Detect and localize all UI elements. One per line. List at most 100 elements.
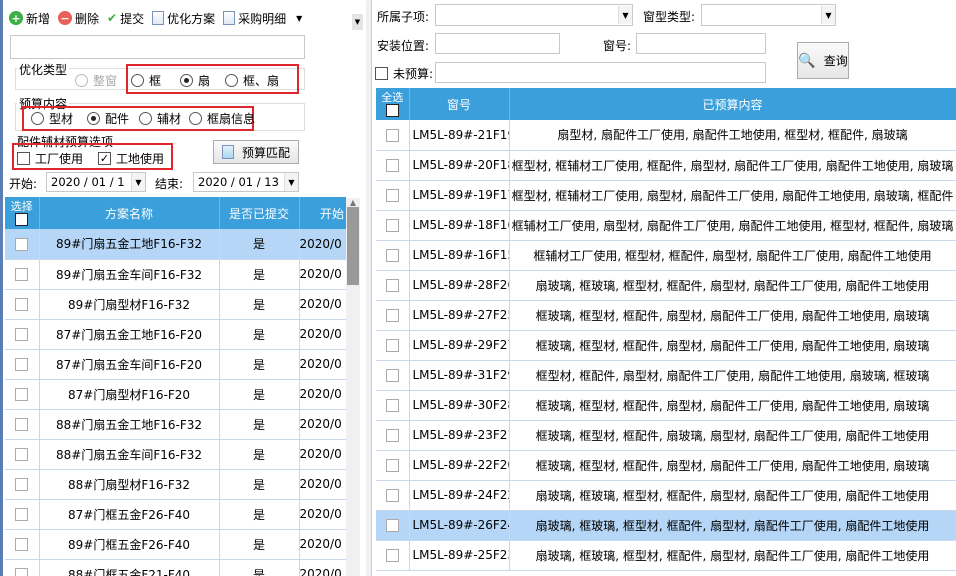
radio-hardware[interactable]: 配件 bbox=[87, 110, 129, 127]
col-window-no[interactable]: 窗号 bbox=[409, 88, 510, 120]
row-checkbox[interactable] bbox=[385, 459, 399, 472]
row-checkbox[interactable] bbox=[15, 388, 29, 401]
radio-frame[interactable]: 框 bbox=[131, 72, 161, 89]
row-checkbox[interactable] bbox=[15, 568, 29, 576]
query-button[interactable]: 🔍 查询 bbox=[797, 42, 849, 79]
vertical-scrollbar[interactable]: ▲ bbox=[346, 198, 360, 576]
row-select-cell bbox=[376, 240, 410, 271]
select-all-checkbox[interactable] bbox=[15, 212, 29, 226]
window-no-input[interactable] bbox=[636, 33, 766, 54]
table-row[interactable]: LM5L-89#-26F24 扇玻璃, 框玻璃, 框型材, 框配件, 扇型材, 扇… bbox=[376, 510, 956, 541]
row-checkbox[interactable] bbox=[15, 237, 29, 251]
col-start[interactable]: 开始 bbox=[299, 197, 346, 229]
table-row[interactable]: 89#门框五金F26-F40 是 2020/0 bbox=[5, 529, 346, 560]
row-checkbox[interactable] bbox=[15, 268, 29, 281]
row-checkbox[interactable] bbox=[15, 418, 29, 431]
submit-button[interactable]: ✔ 提交 bbox=[107, 10, 144, 27]
table-row[interactable]: 89#门扇型材F16-F32 是 2020/0 bbox=[5, 289, 346, 320]
unbudgeted-label: 未预算: bbox=[393, 67, 434, 81]
table-row[interactable]: 88#门框五金F21-F40 是 2020/0 bbox=[5, 559, 346, 576]
row-checkbox[interactable] bbox=[15, 448, 29, 461]
subitem-dropdown[interactable]: ▼ bbox=[435, 4, 633, 26]
dropdown-arrow-icon[interactable]: ▼ bbox=[296, 13, 303, 23]
row-checkbox[interactable] bbox=[15, 508, 29, 521]
row-checkbox[interactable] bbox=[385, 128, 399, 142]
table-row[interactable]: 89#门扇五金工地F16-F32 是 2020/0 bbox=[5, 229, 346, 260]
plan-name-input[interactable] bbox=[10, 35, 305, 59]
table-row[interactable]: 89#门扇五金车间F16-F32 是 2020/0 bbox=[5, 259, 346, 290]
chevron-down-icon[interactable]: ▼ bbox=[131, 173, 145, 191]
table-row[interactable]: LM5L-89#-24F22 扇玻璃, 框玻璃, 框型材, 框配件, 扇型材, 扇… bbox=[376, 480, 956, 511]
row-checkbox[interactable] bbox=[15, 358, 29, 371]
table-row[interactable]: LM5L-89#-18F16 框辅材工厂使用, 扇型材, 扇配件工厂使用, 扇配件… bbox=[376, 210, 956, 241]
chevron-down-icon[interactable]: ▼ bbox=[284, 173, 298, 191]
table-row[interactable]: LM5L-89#-28F26 扇玻璃, 框玻璃, 框型材, 框配件, 扇型材, 扇… bbox=[376, 270, 956, 301]
radio-frame-sash-info[interactable]: 框扇信息 bbox=[189, 110, 255, 127]
table-row[interactable]: LM5L-89#-22F20 框玻璃, 框型材, 框配件, 扇型材, 扇配件工厂使… bbox=[376, 450, 956, 481]
table-row[interactable]: 87#门扇五金车间F16-F20 是 2020/0 bbox=[5, 349, 346, 380]
row-checkbox[interactable] bbox=[385, 219, 399, 232]
row-checkbox[interactable] bbox=[385, 549, 399, 562]
row-checkbox[interactable] bbox=[385, 519, 399, 532]
unbudgeted-input[interactable] bbox=[435, 62, 766, 83]
scroll-up-icon[interactable]: ▲ bbox=[349, 198, 357, 207]
col-budget-content[interactable]: 已预算内容 bbox=[509, 88, 956, 120]
row-checkbox[interactable] bbox=[385, 369, 399, 382]
table-row[interactable]: 87#门扇五金工地F16-F20 是 2020/0 bbox=[5, 319, 346, 350]
row-checkbox[interactable] bbox=[15, 328, 29, 341]
factory-checkbox[interactable]: 工厂使用 bbox=[17, 150, 83, 167]
row-checkbox[interactable] bbox=[385, 309, 399, 322]
table-row[interactable]: 87#门框五金F26-F40 是 2020/0 bbox=[5, 499, 346, 530]
table-row[interactable]: LM5L-89#-21F19 扇型材, 扇配件工厂使用, 扇配件工地使用, 框型材… bbox=[376, 120, 956, 151]
table-row[interactable]: LM5L-89#-16F15 框辅材工厂使用, 框型材, 框配件, 扇型材, 扇配… bbox=[376, 240, 956, 271]
radio-whole-window[interactable]: 整窗 bbox=[75, 72, 117, 89]
row-checkbox[interactable] bbox=[385, 189, 399, 202]
select-all-checkbox[interactable] bbox=[385, 103, 399, 117]
table-row[interactable]: LM5L-89#-30F28 框玻璃, 框型材, 框配件, 扇型材, 扇配件工厂使… bbox=[376, 390, 956, 421]
site-checkbox[interactable]: ✓ 工地使用 bbox=[98, 150, 164, 167]
table-row[interactable]: 88#门扇五金车间F16-F32 是 2020/0 bbox=[5, 439, 346, 470]
scrollbar-thumb[interactable] bbox=[347, 207, 359, 285]
chevron-down-icon[interactable]: ▼ bbox=[821, 6, 835, 24]
col-submitted[interactable]: 是否已提交 bbox=[219, 197, 300, 229]
table-row[interactable]: LM5L-89#-23F21 框玻璃, 框型材, 框配件, 扇玻璃, 扇型材, 扇… bbox=[376, 420, 956, 451]
table-row[interactable]: LM5L-89#-31F29 框型材, 框配件, 扇型材, 扇配件工厂使用, 扇配… bbox=[376, 360, 956, 391]
table-row[interactable]: LM5L-89#-29F27 框玻璃, 框型材, 框配件, 扇型材, 扇配件工厂使… bbox=[376, 330, 956, 361]
row-checkbox[interactable] bbox=[385, 399, 399, 412]
purchase-button[interactable]: 采购明细 bbox=[223, 10, 286, 27]
radio-sash[interactable]: 扇 bbox=[180, 72, 210, 89]
table-row[interactable]: LM5L-89#-27F25 框玻璃, 框型材, 框配件, 扇型材, 扇配件工厂使… bbox=[376, 300, 956, 331]
row-checkbox[interactable] bbox=[15, 538, 29, 551]
row-checkbox[interactable] bbox=[385, 249, 399, 262]
radio-profile[interactable]: 型材 bbox=[31, 110, 73, 127]
add-button[interactable]: + 新增 bbox=[9, 10, 50, 27]
row-checkbox[interactable] bbox=[385, 339, 399, 352]
row-checkbox[interactable] bbox=[385, 429, 399, 442]
table-row[interactable]: 88#门扇型材F16-F32 是 2020/0 bbox=[5, 469, 346, 500]
table-row[interactable]: LM5L-89#-25F23 扇玻璃, 框玻璃, 框型材, 框配件, 扇型材, 扇… bbox=[376, 540, 956, 571]
row-checkbox[interactable] bbox=[15, 298, 29, 311]
delete-button[interactable]: − 删除 bbox=[58, 10, 99, 27]
table-row[interactable]: LM5L-89#-19F17 框型材, 框辅材工厂使用, 扇型材, 扇配件工厂使用… bbox=[376, 180, 956, 211]
window-type-dropdown[interactable]: ▼ bbox=[701, 4, 836, 26]
row-checkbox[interactable] bbox=[385, 279, 399, 292]
radio-accessory[interactable]: 辅材 bbox=[139, 110, 181, 127]
table-row[interactable]: 87#门扇型材F16-F20 是 2020/0 bbox=[5, 379, 346, 410]
budget-match-button[interactable]: 预算匹配 bbox=[213, 140, 299, 164]
col-plan-name[interactable]: 方案名称 bbox=[39, 197, 220, 229]
row-checkbox[interactable] bbox=[385, 489, 399, 502]
splitter[interactable] bbox=[366, 0, 372, 576]
location-input[interactable] bbox=[435, 33, 560, 54]
table-row[interactable]: LM5L-89#-20F18 框型材, 框辅材工厂使用, 框配件, 扇型材, 扇配… bbox=[376, 150, 956, 181]
row-checkbox[interactable] bbox=[15, 478, 29, 491]
chevron-down-icon[interactable]: ▼ bbox=[618, 6, 632, 24]
unbudgeted-checkbox[interactable]: 未预算: bbox=[375, 65, 433, 82]
toolbar-overflow-button[interactable]: ▼ bbox=[352, 14, 363, 30]
radio-frame-sash[interactable]: 框、扇 bbox=[225, 72, 279, 89]
table-row[interactable]: 88#门扇五金工地F16-F32 是 2020/0 bbox=[5, 409, 346, 440]
budget-content-cell: 框玻璃, 框型材, 框配件, 扇型材, 扇配件工厂使用, 扇配件工地使用, 扇玻… bbox=[509, 300, 956, 331]
plan-button[interactable]: 优化方案 bbox=[152, 10, 215, 27]
row-checkbox[interactable] bbox=[385, 159, 399, 172]
end-date-picker[interactable]: 2020 / 01 / 13 ▼ bbox=[193, 172, 299, 192]
start-date-picker[interactable]: 2020 / 01 / 1 ▼ bbox=[46, 172, 146, 192]
